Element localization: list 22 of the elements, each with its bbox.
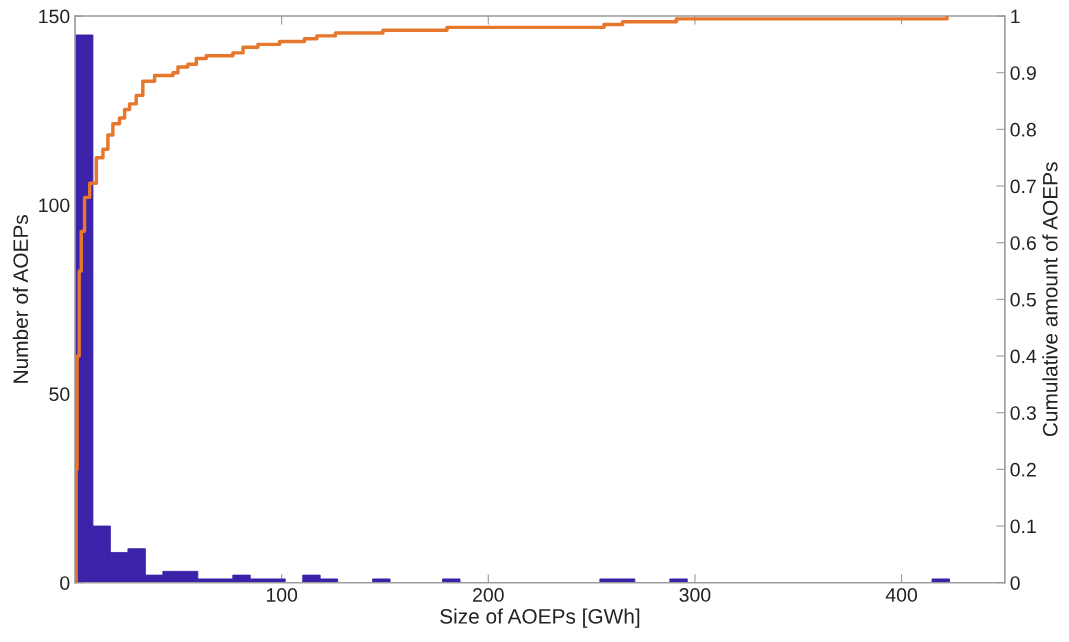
x-axis-title: Size of AOEPs [GWh]	[440, 608, 640, 628]
y2-tick-label: 0.6	[1010, 236, 1036, 250]
y2-tick-label: 0.9	[1010, 66, 1036, 80]
y-tick-label: 50	[49, 387, 70, 402]
x-tick-label: 100	[266, 588, 298, 602]
y2-tick-label: 0.7	[1010, 179, 1036, 194]
y2-tick-label: 1	[1011, 9, 1020, 24]
y2-tick-label: 0.3	[1010, 406, 1036, 420]
y-axis-title: Number of AOEPs	[12, 215, 29, 383]
x-tick-label: 200	[473, 588, 504, 602]
y2-tick-label: 0.4	[1010, 349, 1037, 364]
x-tick-label: 300	[679, 588, 711, 602]
y-tick-label: 150	[39, 9, 70, 24]
x-tick-label: 400	[885, 588, 918, 602]
y2-tick-label: 0.8	[1010, 122, 1036, 137]
y-tick-label: 100	[39, 198, 70, 213]
y-tick-label: 0	[60, 576, 70, 590]
y2-tick-label: 0.2	[1010, 462, 1036, 477]
y2-tick-label: 0.5	[1010, 292, 1036, 307]
y2-axis-title: Cumulative amount of AOEPs	[1042, 162, 1058, 437]
y2-tick-label: 0	[1010, 576, 1020, 590]
y2-tick-label: 0.1	[1010, 519, 1036, 534]
